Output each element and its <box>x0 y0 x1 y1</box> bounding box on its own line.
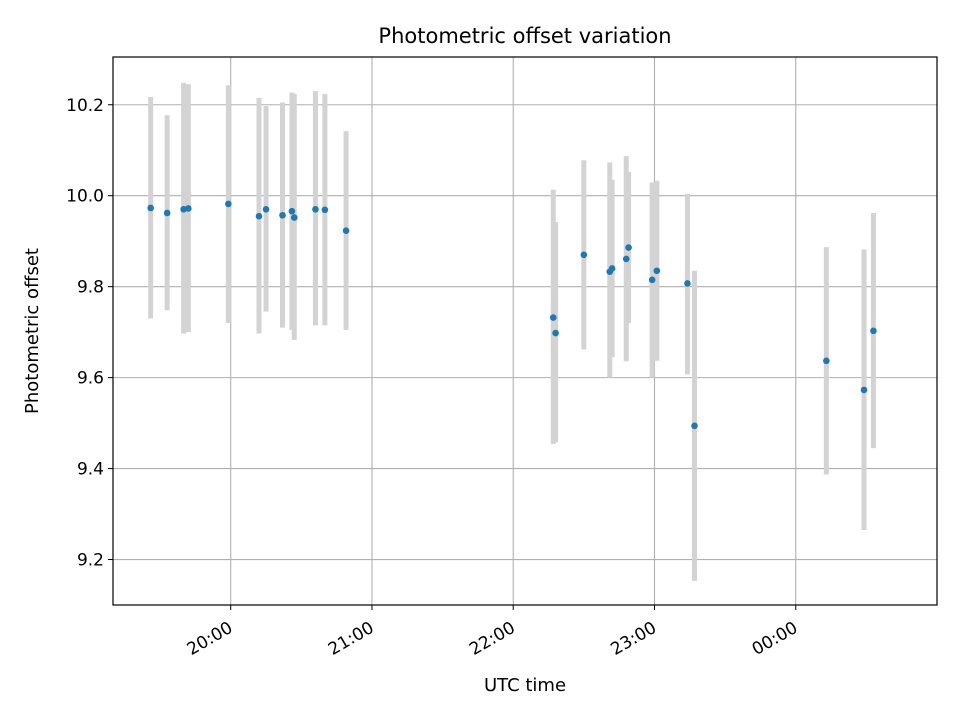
data-point <box>279 211 286 219</box>
data-point <box>262 206 270 213</box>
y-tick-label: 9.2 <box>77 551 104 571</box>
data-point <box>549 314 557 321</box>
data-point <box>625 244 632 251</box>
data-point <box>290 214 298 221</box>
data-point <box>552 329 559 337</box>
y-axis-ticks: 9.2 9.4 9.6 9.8 10.0 10.2 <box>66 96 113 571</box>
y-axis-label: Photometric offset <box>22 248 43 414</box>
y-tick-label: 9.4 <box>77 460 104 480</box>
data-point <box>653 267 661 275</box>
data-point <box>225 200 232 208</box>
data-point <box>691 422 698 430</box>
y-tick-label: 9.6 <box>77 369 104 389</box>
x-axis-label: UTC time <box>484 675 566 696</box>
data-point <box>185 205 192 212</box>
data-point <box>860 386 868 394</box>
data-points <box>147 200 877 430</box>
data-point <box>648 276 656 284</box>
data-point <box>622 255 630 263</box>
data-point <box>608 265 616 272</box>
data-point <box>321 206 329 214</box>
data-point <box>823 357 830 365</box>
y-tick-label: 10.2 <box>66 96 104 116</box>
data-point <box>147 204 154 212</box>
grid <box>113 57 937 605</box>
chart-title: Photometric offset variation <box>378 24 671 48</box>
data-point <box>580 251 588 259</box>
data-point <box>163 209 171 217</box>
data-point <box>342 227 350 235</box>
data-point <box>684 280 691 287</box>
y-tick-label: 9.8 <box>77 278 104 298</box>
data-point <box>288 207 296 215</box>
y-tick-label: 10.0 <box>66 187 104 207</box>
data-point <box>312 206 319 213</box>
data-point <box>255 212 263 220</box>
data-point <box>870 327 877 335</box>
plot-frame <box>112 56 938 606</box>
